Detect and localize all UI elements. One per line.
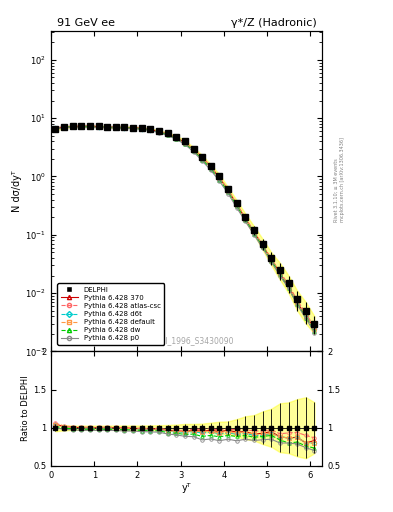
- Y-axis label: Ratio to DELPHI: Ratio to DELPHI: [21, 376, 30, 441]
- Legend: DELPHI, Pythia 6.428 370, Pythia 6.428 atlas-csc, Pythia 6.428 d6t, Pythia 6.428: DELPHI, Pythia 6.428 370, Pythia 6.428 a…: [57, 283, 164, 345]
- Text: γ*/Z (Hadronic): γ*/Z (Hadronic): [231, 17, 317, 28]
- X-axis label: yᵀ: yᵀ: [182, 482, 191, 493]
- Text: Rivet 3.1.10; ≥ 3M events
mcplots.cern.ch [arXiv:1306.3436]: Rivet 3.1.10; ≥ 3M events mcplots.cern.c…: [334, 137, 345, 222]
- Y-axis label: N dσ/dyᵀ: N dσ/dyᵀ: [13, 170, 22, 212]
- Text: DELPHI_1996_S3430090: DELPHI_1996_S3430090: [140, 336, 233, 345]
- Text: 91 GeV ee: 91 GeV ee: [57, 17, 114, 28]
